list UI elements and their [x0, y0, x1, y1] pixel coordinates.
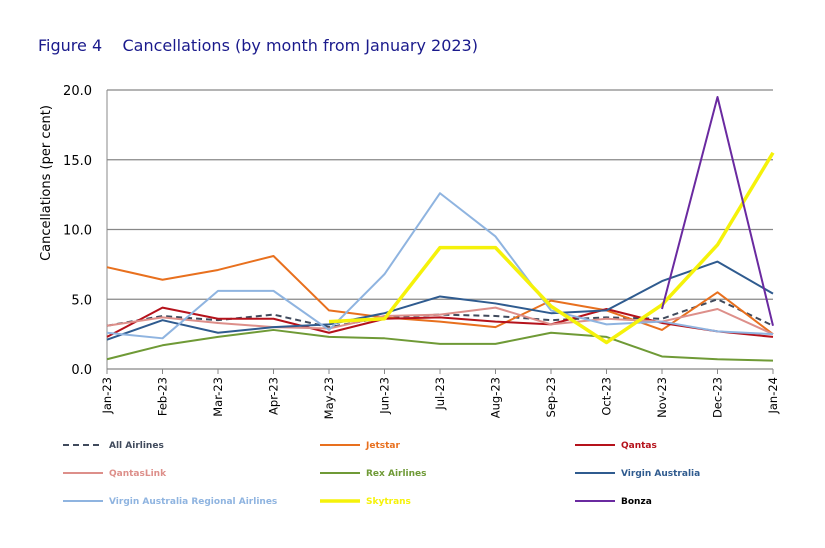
legend-label: Bonza: [621, 497, 652, 507]
x-tick-label: Jan-23: [100, 377, 114, 415]
legend-label: Skytrans: [366, 497, 411, 507]
chart-title: Figure 4 Cancellations (by month from Ja…: [38, 36, 478, 55]
y-tick-label: 0.0: [71, 363, 92, 378]
legend-label: Virgin Australia Regional Airlines: [109, 497, 277, 507]
y-tick-label: 10.0: [63, 224, 92, 239]
legend-label: QantasLink: [109, 469, 167, 479]
x-tick-label: May-23: [322, 377, 336, 419]
series-line-rex-airlines: [106, 328, 774, 362]
x-tick-label: Sep-23: [544, 377, 558, 417]
series-line-bonza: [661, 95, 774, 326]
legend-label: All Airlines: [109, 441, 164, 451]
x-tick-label: Jul-23: [433, 377, 447, 411]
y-tick-label: 20.0: [63, 84, 92, 99]
x-tick-label: Nov-23: [655, 377, 669, 418]
x-tick-label: Feb-23: [156, 377, 170, 416]
legend-label: Jetstar: [365, 441, 400, 451]
series-line-skytrans: [328, 151, 775, 345]
legend-label: Qantas: [621, 441, 657, 451]
y-axis-label: Cancellations (per cent): [39, 105, 54, 261]
x-tick-label: Oct-23: [600, 377, 614, 416]
legend-label: Virgin Australia: [621, 469, 700, 479]
x-tick-label: Jan-24: [766, 377, 780, 415]
x-tick-label: Mar-23: [211, 377, 225, 417]
x-tick-label: Jun-23: [378, 377, 392, 415]
x-tick-label: Aug-23: [489, 377, 503, 418]
series-line-all-airlines: [106, 298, 774, 329]
series-line-virgin-australia-regional-airlines: [106, 192, 774, 340]
series-line-qantas: [106, 306, 774, 338]
series-line-jetstar: [106, 255, 774, 335]
x-tick-label: Apr-23: [267, 377, 281, 415]
y-tick-label: 15.0: [63, 154, 92, 169]
y-tick-label: 5.0: [71, 293, 92, 308]
x-tick-label: Dec-23: [711, 377, 725, 418]
series-line-virgin-australia: [106, 260, 774, 341]
legend-label: Rex Airlines: [366, 469, 427, 479]
